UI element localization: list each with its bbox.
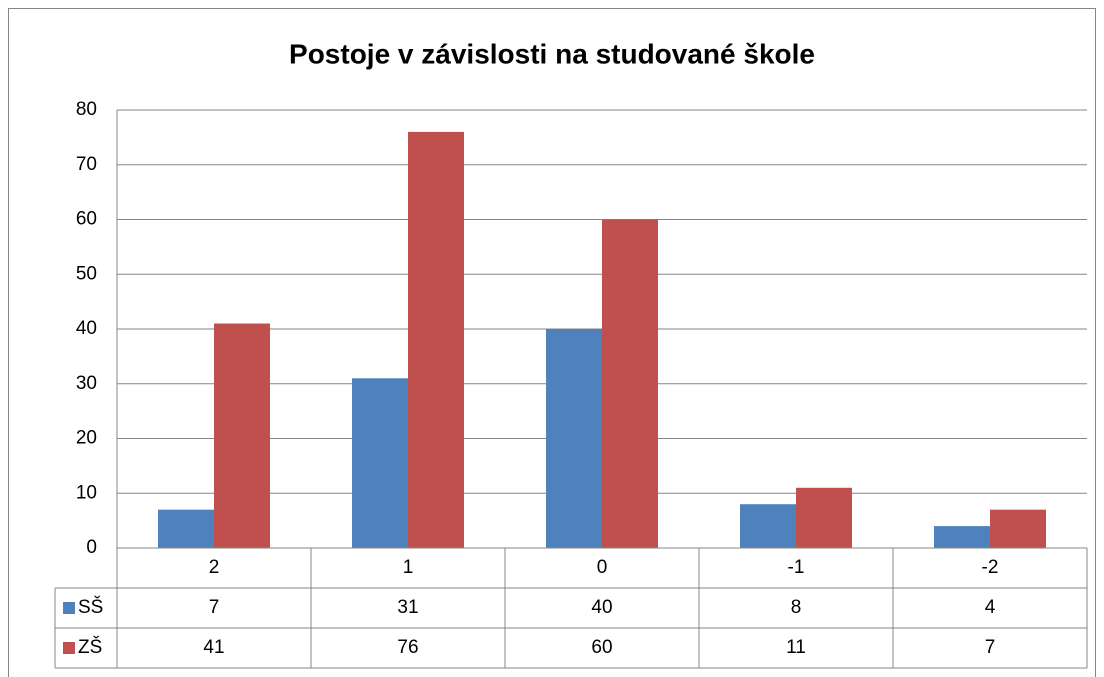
- legend-swatch: [63, 642, 75, 654]
- x-tick-label: -1: [788, 557, 805, 578]
- table-value: 41: [203, 637, 224, 658]
- y-tick-label: 50: [76, 263, 97, 284]
- y-tick-label: 70: [76, 154, 97, 175]
- table-value: 31: [397, 597, 418, 618]
- table-value: 76: [397, 637, 418, 658]
- y-tick-label: 30: [76, 373, 97, 394]
- table-value: 11: [786, 637, 806, 658]
- y-tick-label: 0: [86, 537, 97, 558]
- bar: [990, 509, 1046, 548]
- bar: [214, 323, 270, 548]
- table-value: 8: [791, 597, 802, 618]
- y-tick-label: 40: [76, 318, 97, 339]
- x-tick-label: 1: [403, 557, 414, 578]
- y-tick-label: 80: [76, 99, 97, 120]
- x-tick-label: -2: [982, 557, 999, 578]
- legend-label: ZŠ: [78, 636, 102, 658]
- x-tick-label: 2: [209, 557, 220, 578]
- table-value: 4: [985, 597, 996, 618]
- bar: [934, 526, 990, 548]
- y-tick-label: 20: [76, 428, 97, 449]
- bar: [602, 219, 658, 548]
- bar: [352, 378, 408, 548]
- bar: [158, 509, 214, 548]
- y-tick-label: 10: [76, 482, 97, 503]
- bar: [408, 131, 464, 548]
- table-value: 40: [591, 597, 612, 618]
- bar: [546, 329, 602, 548]
- table-value: 60: [591, 637, 612, 658]
- chart-title: Postoje v závislosti na studované škole: [289, 38, 815, 69]
- table-value: 7: [985, 637, 996, 658]
- legend-swatch: [63, 602, 75, 614]
- table-value: 7: [209, 597, 220, 618]
- y-tick-label: 60: [76, 209, 97, 230]
- x-tick-label: 0: [597, 557, 608, 578]
- bar: [796, 487, 852, 548]
- bar: [740, 504, 796, 548]
- legend-label: SŠ: [78, 596, 103, 618]
